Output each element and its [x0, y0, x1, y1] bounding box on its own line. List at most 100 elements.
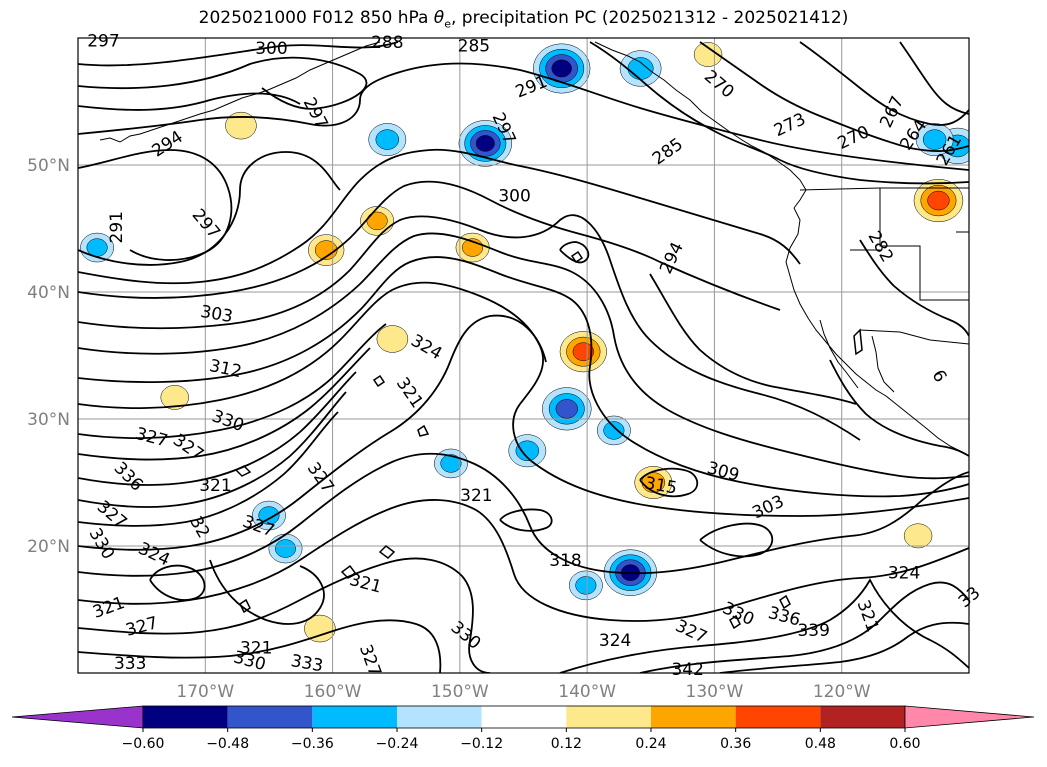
precip-ring: [515, 440, 540, 461]
contour-line: [78, 347, 371, 461]
x-tick-label: 160°W: [304, 682, 362, 702]
contour-label: 321: [460, 486, 492, 506]
precip-feature: [596, 415, 631, 446]
title-suffix: , precipitation PC (2025021312 - 2025021…: [450, 8, 849, 28]
contour-line: [899, 41, 969, 115]
contour-label: 318: [549, 551, 581, 571]
precip-feature: [308, 234, 345, 266]
y-axis-ticks: 20°N 30°N 40°N 50°N: [27, 156, 70, 557]
title-theta-subscript: e: [444, 17, 451, 31]
precip-feature: [368, 123, 407, 157]
map-background: [78, 38, 969, 673]
contour-label: 321: [199, 476, 231, 496]
coastlines: [99, 41, 969, 457]
precip-feature: [542, 387, 592, 431]
contour-line: [78, 411, 339, 527]
contour-line: [78, 619, 442, 673]
precip-feature: [268, 533, 303, 564]
colorbar-tick-label: 0.36: [720, 736, 751, 752]
small-cell: [779, 594, 791, 610]
contour-line: [78, 62, 969, 171]
contour-line: [149, 564, 206, 601]
colorbar-tick-label: −0.48: [206, 736, 249, 752]
map-frame: [77, 37, 970, 674]
precip-feature: [225, 111, 257, 140]
precip-feature: [915, 123, 954, 157]
colorbar-segment: [143, 706, 228, 728]
contour-label: 291: [107, 211, 127, 243]
colorbar-tick-label: 0.60: [889, 736, 920, 752]
contour-line: [209, 559, 325, 625]
small-cell: [340, 564, 358, 579]
contour-line: [78, 557, 491, 673]
small-contour-cells: [234, 250, 863, 630]
contour-line: [78, 281, 969, 517]
x-tick-label: 130°W: [686, 682, 744, 702]
colorbar-tick-label: −0.24: [376, 736, 419, 752]
precip-ring: [160, 385, 189, 410]
colorbar-segment: [566, 706, 651, 728]
colorbar-segment: [312, 706, 397, 728]
contour-line: [639, 467, 699, 498]
small-cell: [729, 614, 741, 630]
y-tick-label: 50°N: [27, 156, 70, 176]
colorbar-segment: [735, 706, 821, 728]
precip-ring: [225, 111, 257, 140]
precip-ring: [375, 129, 400, 150]
precip-feature: [634, 466, 673, 499]
colorbar-segment: [651, 706, 736, 728]
colorbar-segment: [481, 706, 567, 728]
precip-ring: [927, 190, 950, 211]
precip-ring: [274, 539, 296, 558]
precip-ring: [86, 238, 108, 257]
contour-line: [78, 314, 547, 551]
y-tick-label: 20°N: [27, 537, 70, 557]
colorbar-tick-label: 0.24: [635, 736, 666, 752]
contour-label: 342: [671, 660, 703, 680]
contour-label: 324: [599, 631, 631, 651]
coastline-baja: [819, 319, 859, 389]
contour-label: 288: [371, 33, 403, 53]
precip-ring: [603, 421, 625, 440]
title-theta-symbol: θ: [433, 8, 445, 28]
contour-line: [78, 148, 801, 285]
border-us-mexico: [859, 329, 969, 345]
colorbar-extend-max: [904, 705, 1035, 729]
colorbar-segment: [227, 706, 313, 728]
precip-feature: [913, 179, 964, 223]
colorbar-extend-min: [11, 705, 144, 729]
contour-line: [78, 391, 347, 508]
precip-ring: [551, 59, 572, 78]
small-cell: [372, 374, 386, 388]
contour-line: [639, 581, 969, 673]
contour-label: 324: [888, 564, 920, 584]
colorbar: −0.60 −0.48 −0.36 −0.24 −0.12 0.12 0.24 0.36 0.4…: [11, 705, 1035, 752]
precip-ring: [922, 129, 947, 150]
border-state-1: [879, 188, 969, 301]
precip-feature: [160, 385, 189, 410]
contour-line: [78, 56, 368, 110]
precip-ring: [693, 42, 723, 67]
map-content: [78, 38, 969, 673]
colorbar-tick-label: −0.12: [460, 736, 503, 752]
precip-feature: [693, 42, 723, 67]
y-tick-label: 30°N: [27, 410, 70, 430]
coastline-gulf-california: [871, 335, 895, 393]
precip-feature: [434, 448, 468, 479]
contour-label: 297: [87, 32, 119, 52]
contour-line: [719, 621, 969, 673]
precip-ring: [366, 211, 388, 231]
chart-title: 2025021000 F012 850 hPa θe, precipitatio…: [0, 8, 1047, 30]
contour-line: [78, 323, 387, 439]
precip-feature: [559, 331, 607, 373]
x-axis-ticks: 170°W 160°W 150°W 140°W 130°W 120°W: [176, 682, 870, 702]
contour-line: [589, 41, 969, 185]
precip-ring: [258, 506, 280, 525]
contour-line: [78, 214, 861, 441]
precip-ring: [304, 614, 336, 643]
x-tick-label: 170°W: [176, 682, 234, 702]
colorbar-segment: [397, 706, 482, 728]
precip-ring: [475, 135, 495, 152]
colorbar-tick-label: −0.60: [122, 736, 165, 752]
